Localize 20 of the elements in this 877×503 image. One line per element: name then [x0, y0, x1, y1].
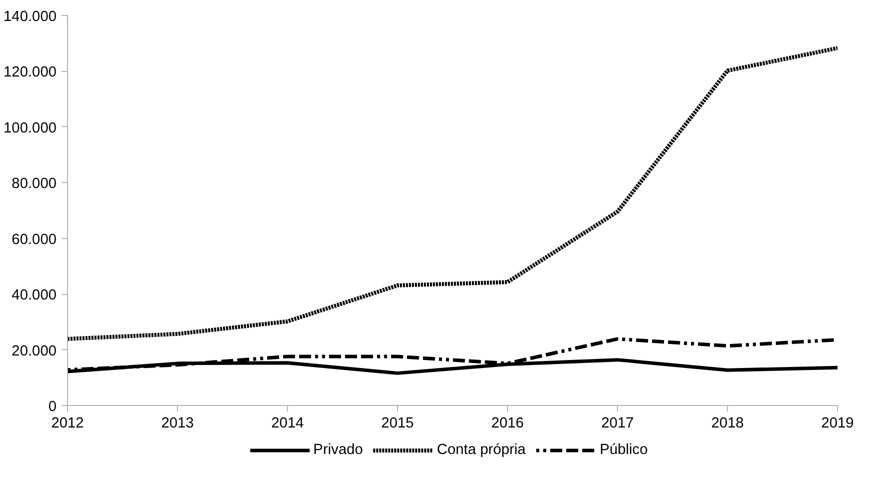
legend-label: Conta própria: [436, 442, 526, 458]
y-tick-label: 100.000: [4, 120, 57, 136]
y-tick-label: 140.000: [4, 9, 57, 25]
x-tick-label: 2015: [381, 416, 414, 432]
legend-label: Público: [600, 442, 648, 458]
x-tick-label: 2019: [821, 416, 854, 432]
y-tick-label: 0: [48, 399, 57, 415]
line-series: [68, 46, 838, 341]
y-tick-label: 40.000: [12, 288, 56, 304]
legend-label: Privado: [313, 442, 363, 458]
x-tick-label: 2012: [51, 416, 84, 432]
x-tick-label: 2016: [491, 416, 524, 432]
x-tick-label: 2013: [161, 416, 194, 432]
x-tick-label: 2018: [711, 416, 744, 432]
x-tick-label: 2017: [601, 416, 634, 432]
y-tick-label: 80.000: [12, 176, 56, 192]
y-tick-label: 120.000: [4, 64, 57, 81]
x-tick-label: 2014: [271, 416, 304, 432]
y-tick-label: 60.000: [12, 232, 56, 248]
y-tick-label: 20.000: [12, 343, 56, 360]
